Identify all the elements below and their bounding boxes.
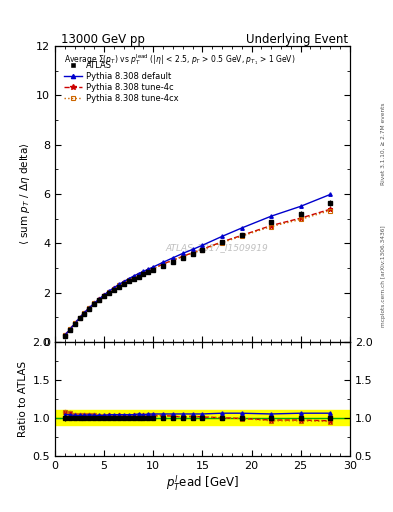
Legend: ATLAS, Pythia 8.308 default, Pythia 8.308 tune-4c, Pythia 8.308 tune-4cx: ATLAS, Pythia 8.308 default, Pythia 8.30… — [62, 59, 181, 105]
Y-axis label: $\langle$ sum $p_T$ / $\Delta\eta$ delta$\rangle$: $\langle$ sum $p_T$ / $\Delta\eta$ delta… — [18, 143, 32, 245]
Text: Rivet 3.1.10, ≥ 2.7M events: Rivet 3.1.10, ≥ 2.7M events — [381, 102, 386, 185]
Text: ATLAS_2017_I1509919: ATLAS_2017_I1509919 — [166, 243, 268, 252]
Y-axis label: Ratio to ATLAS: Ratio to ATLAS — [18, 361, 28, 437]
Text: Underlying Event: Underlying Event — [246, 33, 348, 46]
Text: Average $\Sigma(p_T)$ vs $p_T^{\rm lead}$ ($|\eta|$ < 2.5, $p_T$ > 0.5 GeV, $p_{: Average $\Sigma(p_T)$ vs $p_T^{\rm lead}… — [64, 52, 296, 67]
X-axis label: $p_T^l{\rm ead}$ [GeV]: $p_T^l{\rm ead}$ [GeV] — [166, 473, 239, 493]
Text: mcplots.cern.ch [arXiv:1306.3436]: mcplots.cern.ch [arXiv:1306.3436] — [381, 226, 386, 327]
Text: 13000 GeV pp: 13000 GeV pp — [61, 33, 145, 46]
Bar — [55, 410, 350, 425]
